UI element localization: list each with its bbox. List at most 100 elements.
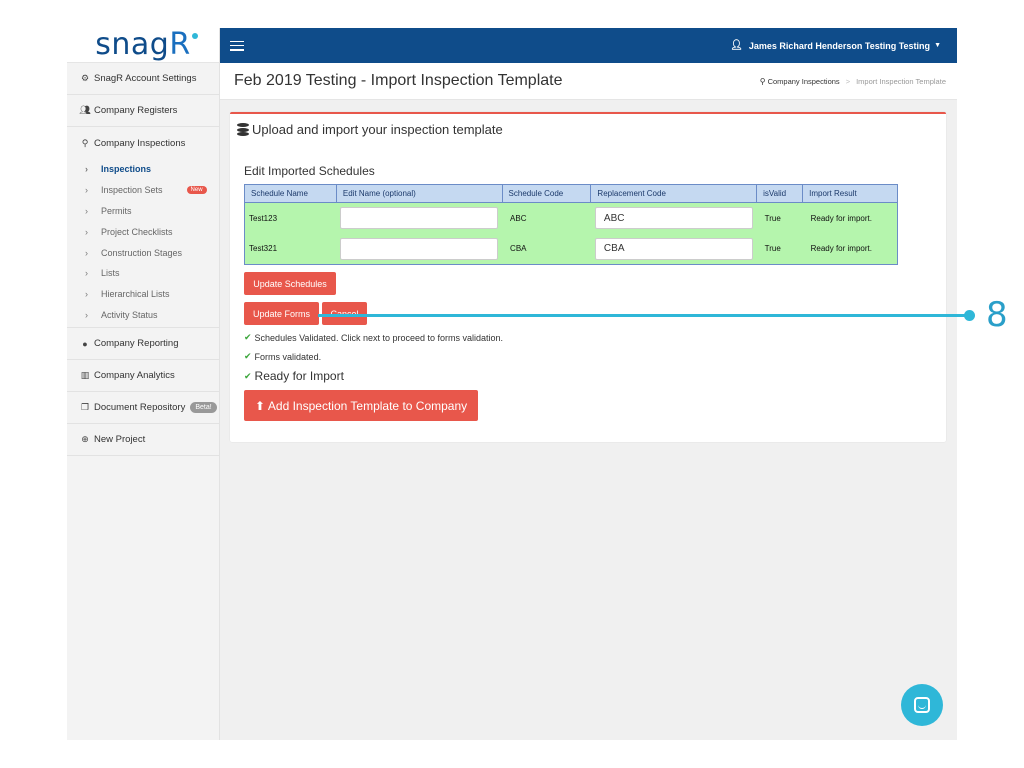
page-title: Feb 2019 Testing - Import Inspection Tem… [234,72,563,89]
sidebar-subitem-lists[interactable]: › Lists [67,263,219,284]
sidebar-subitem-construction-stages[interactable]: › Construction Stages [67,242,219,263]
globe-icon: ● [82,338,88,349]
sidebar-item-label: New Project [94,434,146,446]
sidebar-subitem-label: Hierarchical Lists [101,289,170,300]
sidebar-subitem-label: Inspections [101,164,152,175]
table-header-row: Schedule Name Edit Name (optional) Sched… [244,184,898,203]
table-row: Test321 CBA CBA True Ready for import. [244,233,898,265]
chat-launcher-button[interactable] [901,684,943,726]
sidebar-item-company-registers[interactable]: 👥︎ Company Registers [67,95,219,127]
upload-icon: ⬆ [254,398,265,413]
sidebar-subitem-label: Project Checklists [101,226,173,237]
sidebar-subitem-label: Lists [101,268,120,279]
menu-toggle-icon[interactable] [230,40,244,51]
cell-import-result: Ready for import. [802,233,898,265]
chevron-right-icon: › [85,226,88,237]
panel-heading-text: Upload and import your inspection templa… [252,122,503,137]
top-navbar: 👤︎ James Richard Henderson Testing Testi… [220,28,957,63]
chevron-right-icon: › [85,268,88,279]
breadcrumb-current: Import Inspection Template [856,76,946,86]
sidebar: snagR ⚙ SnagR Account Settings 👥︎ Compan… [67,28,220,740]
add-template-button[interactable]: ⬆ Add Inspection Template to Company [244,390,478,421]
bar-chart-icon: ▥ [80,370,90,381]
app-frame: snagR ⚙ SnagR Account Settings 👥︎ Compan… [67,28,957,740]
sidebar-subitem-label: Permits [101,205,132,216]
sidebar-item-account-settings[interactable]: ⚙ SnagR Account Settings [67,63,219,95]
update-forms-button[interactable]: Update Forms [244,302,319,325]
user-name: James Richard Henderson Testing Testing [748,40,931,51]
check-icon: ✔ [244,351,252,361]
schedules-table: Schedule Name Edit Name (optional) Sched… [244,184,898,265]
sidebar-subitem-label: Inspection Sets [101,185,163,196]
chat-icon [914,697,930,713]
replacement-code-input[interactable]: CBA [594,237,753,260]
breadcrumb: ⚲ Company Inspections > Import Inspectio… [760,77,946,86]
sidebar-subitem-hierarchical-lists[interactable]: › Hierarchical Lists [67,284,219,305]
plus-circle-icon: ⊕ [81,434,89,445]
callout-line [318,314,969,317]
check-icon: ✔ [244,370,252,381]
sidebar-item-label: SnagR Account Settings [94,73,197,84]
logo-dot [191,33,198,39]
page-header: Feb 2019 Testing - Import Inspection Tem… [220,63,957,100]
chevron-right-icon: › [85,205,88,216]
sidebar-subitem-permits[interactable]: › Permits [67,201,219,222]
cell-isvalid: True [756,202,803,234]
col-header-edit-name: Edit Name (optional) [335,184,503,203]
search-icon: ⚲ [81,137,89,148]
sidebar-item-label: Company Analytics [94,370,175,382]
breadcrumb-company-inspections[interactable]: ⚲ Company Inspections [759,76,840,86]
section-title: Edit Imported Schedules [244,164,375,178]
logo[interactable]: snagR [67,28,219,63]
sidebar-item-company-analytics[interactable]: ▥ Company Analytics [67,360,219,393]
update-schedules-button[interactable]: Update Schedules [244,272,336,295]
logo-text: snag [95,28,170,62]
cell-schedule-code: ABC [502,202,591,234]
callout-dot [964,310,975,321]
status-ready: ✔ Ready for Import [244,369,344,383]
col-header-import-result: Import Result [802,184,898,203]
sidebar-item-label: Company Registers [94,105,178,116]
edit-name-input[interactable] [340,237,499,260]
sidebar-subitem-activity-status[interactable]: › Activity Status [67,305,219,326]
check-icon: ✔ [244,332,252,342]
user-icon: 👤︎ [730,40,743,51]
database-icon [237,123,249,136]
cell-schedule-name: Test123 [244,202,337,234]
cancel-button[interactable]: Cancel [322,302,367,325]
callout-number: 8 [986,295,1008,335]
sidebar-subitem-label: Construction Stages [101,247,183,258]
sidebar-item-label: Document Repository [94,402,186,414]
sidebar-item-new-project[interactable]: ⊕ New Project [67,424,219,457]
new-badge: New [186,186,207,195]
chevron-right-icon: › [85,164,88,175]
import-panel: Upload and import your inspection templa… [230,112,946,442]
copy-icon: ❐ [80,402,90,413]
sidebar-subitem-project-checklists[interactable]: › Project Checklists [67,221,219,242]
sidebar-item-company-reporting[interactable]: ● Company Reporting [67,328,219,361]
col-header-schedule-name: Schedule Name [244,184,337,203]
beta-badge: Beta! [190,402,217,414]
chevron-right-icon: › [85,247,88,258]
user-menu[interactable]: 👤︎ James Richard Henderson Testing Testi… [730,40,941,51]
cell-import-result: Ready for import. [802,202,898,234]
cell-schedule-code: CBA [502,233,591,265]
replacement-code-input[interactable]: ABC [594,207,753,230]
sidebar-subitem-inspections[interactable]: › Inspections [67,159,219,180]
status-forms-validated: ✔ Forms validated. [244,351,322,362]
cell-schedule-name: Test321 [244,233,337,265]
sidebar-item-document-repository[interactable]: ❐ Document Repository Beta! [67,392,219,425]
users-icon: 👥︎ [79,105,91,115]
edit-name-input[interactable] [340,207,499,230]
chevron-right-icon: › [85,289,88,300]
sidebar-item-label: Company Inspections [94,137,186,149]
search-icon: ⚲ [759,76,766,86]
cell-isvalid: True [756,233,803,265]
breadcrumb-separator: > [845,76,851,86]
col-header-replacement-code: Replacement Code [590,184,758,203]
sidebar-item-company-inspections[interactable]: ⚲ Company Inspections [67,127,219,159]
chevron-right-icon: › [85,309,88,320]
sidebar-item-label: Company Reporting [94,338,179,350]
col-header-isvalid: isValid [756,184,804,203]
sidebar-subitem-inspection-sets[interactable]: › Inspection Sets New [67,180,219,201]
